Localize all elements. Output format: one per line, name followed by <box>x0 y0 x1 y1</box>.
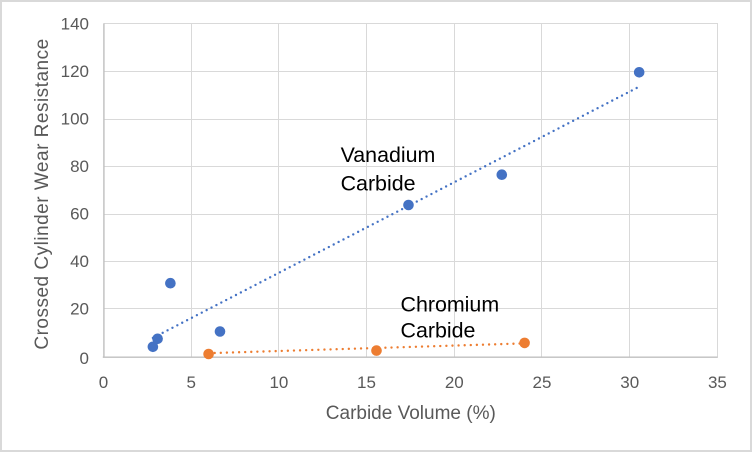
svg-text:Carbide: Carbide <box>401 319 476 343</box>
svg-text:Crossed Cylinder Wear Resistan: Crossed Cylinder Wear Resistance <box>32 38 53 349</box>
svg-text:25: 25 <box>533 373 552 392</box>
svg-text:0: 0 <box>80 349 89 368</box>
svg-text:Carbide Volume (%): Carbide Volume (%) <box>326 403 496 424</box>
svg-text:60: 60 <box>70 205 89 224</box>
svg-text:10: 10 <box>269 373 288 392</box>
svg-text:80: 80 <box>70 157 89 176</box>
svg-text:35: 35 <box>708 373 727 392</box>
svg-text:20: 20 <box>70 300 89 319</box>
svg-text:15: 15 <box>357 373 376 392</box>
svg-text:20: 20 <box>445 373 464 392</box>
svg-text:Chromium: Chromium <box>401 292 500 316</box>
svg-text:40: 40 <box>70 252 89 271</box>
svg-text:Carbide: Carbide <box>341 171 416 195</box>
svg-text:Vanadium: Vanadium <box>341 143 436 167</box>
svg-text:5: 5 <box>186 373 195 392</box>
svg-text:140: 140 <box>61 15 89 34</box>
svg-text:0: 0 <box>99 373 108 392</box>
svg-text:30: 30 <box>620 373 639 392</box>
svg-text:100: 100 <box>61 110 89 129</box>
svg-text:120: 120 <box>61 62 89 81</box>
